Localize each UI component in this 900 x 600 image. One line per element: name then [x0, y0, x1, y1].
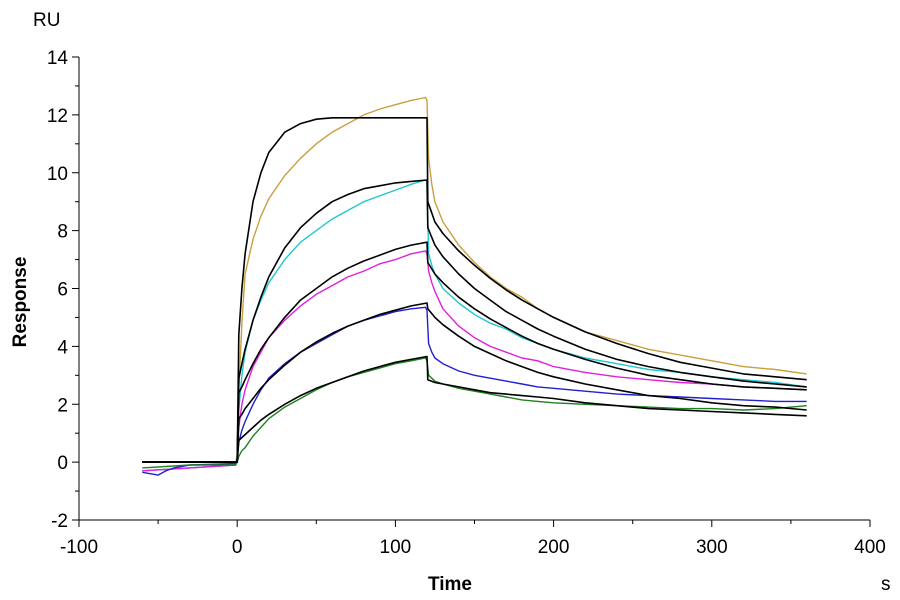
measured-curve-3	[142, 250, 807, 472]
series-group	[142, 96, 807, 476]
fit-curve-8	[142, 241, 807, 463]
fit-curve-6	[142, 117, 807, 463]
x-tick-label: 100	[380, 537, 412, 558]
y-unit-label: RU	[33, 10, 60, 31]
axis-labels: RU s Time Response	[10, 10, 891, 595]
x-tick-label: 0	[232, 537, 243, 558]
fit-curve-10	[142, 355, 807, 463]
fit-curve-9	[142, 302, 807, 463]
y-tick-label: 2	[57, 395, 68, 416]
x-tick-label: -100	[60, 537, 98, 558]
y-tick-label: 8	[57, 222, 68, 243]
y-tick-label: -2	[51, 511, 68, 532]
x-axis-title: Time	[428, 574, 472, 595]
axes: -2 0 2 4 6 8 10 12 14 -100 0 100 200 300 400	[47, 48, 886, 558]
x-tick-label: 400	[854, 537, 886, 558]
y-tick-label: 6	[57, 280, 68, 301]
x-tick-label: 300	[696, 537, 728, 558]
y-tick-label: 12	[47, 106, 68, 127]
y-tick-label: 0	[57, 453, 68, 474]
measured-curve-1	[142, 96, 807, 472]
y-tick-label: 4	[57, 337, 68, 358]
fit-curve-7	[142, 179, 807, 463]
y-axis-title: Response	[10, 257, 31, 348]
x-unit-label: s	[881, 574, 891, 595]
y-tick-label: 10	[47, 164, 68, 185]
y-tick-label: 14	[47, 48, 69, 69]
x-tick-label: 200	[538, 537, 570, 558]
